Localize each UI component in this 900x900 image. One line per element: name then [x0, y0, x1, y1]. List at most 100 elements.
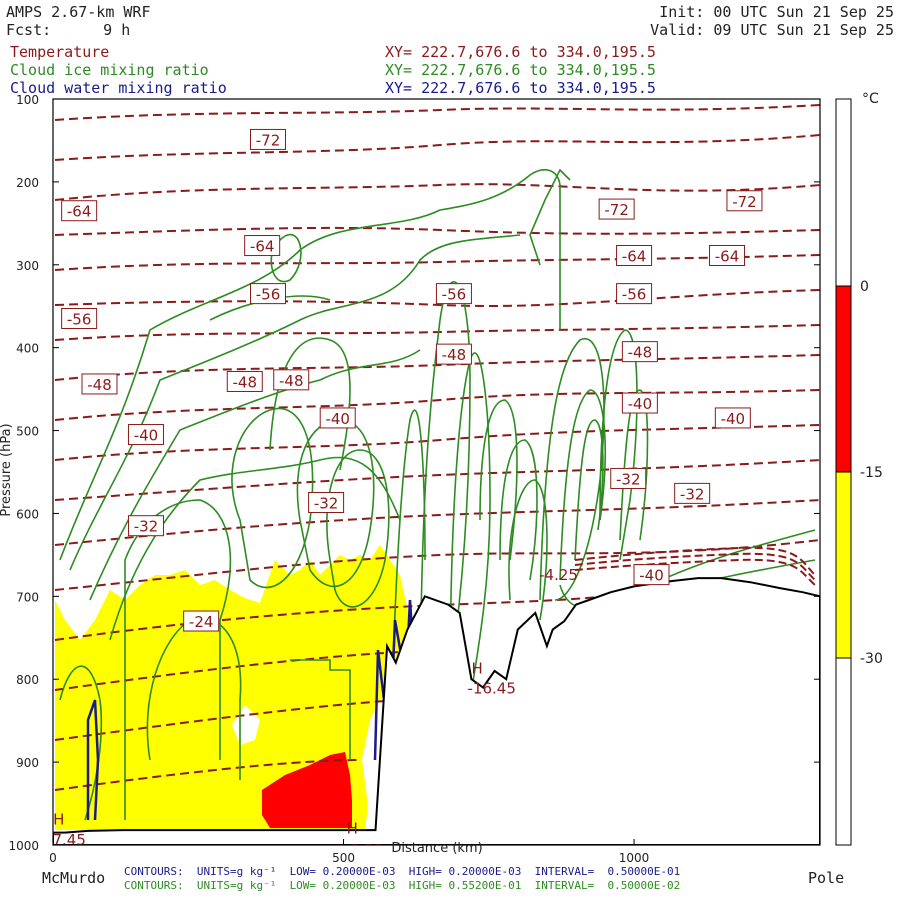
valid-time: Valid: 09 UTC Sun 21 Sep 25 — [650, 21, 894, 39]
temperature-label-box — [127, 424, 164, 446]
temperature-label: -40 — [319, 407, 356, 429]
colorbar-red — [835, 285, 852, 473]
temperature-label-box — [674, 482, 711, 504]
y-axis-label: Pressure (hPa) — [0, 423, 14, 516]
temperature-label-box — [709, 244, 746, 266]
extremum-label: H — [347, 819, 358, 837]
field-cloud-water: Cloud water mixing ratio — [10, 79, 227, 97]
temperature-label: -48 — [435, 343, 472, 365]
temperature-label-text: -56 — [622, 286, 647, 304]
temperature-label-box — [714, 407, 751, 429]
temperature-label-text: -40 — [639, 567, 664, 585]
temperature-label: -32 — [610, 467, 647, 489]
y-tick-label: 200 — [16, 176, 39, 190]
temperature-label: -48 — [226, 370, 263, 392]
temperature-label: -56 — [616, 283, 653, 305]
temperature-label-text: -64 — [67, 203, 92, 221]
y-tick-label: 100 — [16, 93, 39, 107]
temperature-label-text: -32 — [314, 494, 339, 512]
cloud-water-contour-info: CONTOURS: UNITS=g kg⁻¹ LOW= 0.20000E-03 … — [124, 865, 681, 878]
extremum-label: H — [472, 659, 483, 677]
colorbar-level-minus30: -30 — [860, 651, 883, 667]
extremum-label: H — [53, 810, 64, 828]
temperature-label-box — [61, 200, 98, 222]
temperature-label-text: -48 — [279, 372, 304, 390]
temperature-label-text: -64 — [715, 247, 740, 265]
temperature-label-text: -32 — [616, 470, 641, 488]
temperature-label: -56 — [61, 307, 98, 329]
cloud-ice-contour-info: CONTOURS: UNITS=g kg⁻¹ LOW= 0.20000E-03 … — [124, 879, 681, 892]
temperature-label-box — [81, 373, 118, 395]
colorbar: °C 0 -15 -30 — [835, 91, 883, 846]
field-temperature: Temperature — [10, 43, 110, 61]
temperature-label-text: -32 — [134, 518, 159, 536]
temperature-label-box — [226, 370, 263, 392]
temperature-label: -48 — [273, 369, 310, 391]
temperature-label: -64 — [244, 235, 281, 257]
temperature-label-box — [183, 610, 220, 632]
y-tick-label: 500 — [16, 425, 39, 439]
y-tick-label: 700 — [16, 590, 39, 604]
colorbar-level-minus15: -15 — [860, 465, 883, 481]
temperature-label-box — [435, 283, 472, 305]
temperature-label-box — [273, 369, 310, 391]
temperature-label-text: -40 — [134, 427, 159, 445]
temperature-label-box — [319, 407, 356, 429]
temperature-label: -40 — [714, 407, 751, 429]
temperature-label: -24 — [183, 610, 220, 632]
x-axis: 0 500 1000 — [49, 839, 649, 865]
temperature-label-box — [127, 515, 164, 537]
model-title: AMPS 2.67-km WRF — [6, 3, 151, 21]
field-cloud-ice: Cloud ice mixing ratio — [10, 61, 209, 79]
temperature-label-box — [249, 128, 286, 150]
temperature-label-box — [616, 244, 653, 266]
y-axis: 100 200 300 400 500 600 700 800 900 1000 — [8, 93, 820, 853]
temperature-label-box — [726, 190, 763, 212]
temperature-label-box — [244, 235, 281, 257]
temperature-label: -72 — [598, 198, 635, 220]
temperature-label: -56 — [249, 283, 286, 305]
colorbar-level-0: 0 — [860, 279, 869, 295]
red-temperature-fill — [262, 752, 352, 828]
right-endpoint-label: Pole — [808, 869, 845, 887]
temperature-label-text: -56 — [67, 310, 92, 328]
temperature-label: -48 — [81, 373, 118, 395]
temperature-contours — [54, 104, 820, 791]
forecast-hours: 9 h — [103, 21, 131, 39]
temperature-label-text: -56 — [256, 286, 281, 304]
temperature-label-box — [308, 491, 345, 513]
temperature-label-text: -48 — [442, 346, 467, 364]
y-tick-label: 400 — [16, 342, 39, 356]
xy-temperature: XY= 222.7,676.6 to 334.0,195.5 — [385, 43, 656, 61]
temperature-label: -40 — [127, 424, 164, 446]
extremum-label: -7.57 — [344, 841, 383, 859]
temperature-label-text: -48 — [628, 344, 653, 362]
temperature-label: -72 — [726, 190, 763, 212]
temperature-label-text: -40 — [628, 395, 653, 413]
y-tick-label: 900 — [16, 756, 39, 770]
temperature-label: -72 — [249, 128, 286, 150]
temperature-label-text: -24 — [189, 613, 214, 631]
y-tick-label: 800 — [16, 673, 39, 687]
temperature-label-box — [435, 343, 472, 365]
temperature-label: -40 — [633, 564, 670, 586]
temperature-label-box — [598, 198, 635, 220]
temperature-label-box — [621, 341, 658, 363]
temperature-label-text: -32 — [680, 485, 705, 503]
temperature-label-text: -64 — [622, 247, 647, 265]
x-tick-label: 0 — [49, 851, 57, 865]
temperature-label-box — [61, 307, 98, 329]
temperature-label-box — [633, 564, 670, 586]
y-tick-label: 600 — [16, 507, 39, 521]
x-tick-label: 500 — [332, 851, 355, 865]
temperature-label-text: -64 — [250, 238, 275, 256]
xy-cloud-water: XY= 222.7,676.6 to 334.0,195.5 — [385, 79, 656, 97]
y-tick-label: 1000 — [8, 839, 39, 853]
temperature-label: -40 — [621, 392, 658, 414]
near-surface-temperature-contours — [574, 546, 816, 586]
extremum-label: -16.45 — [468, 679, 516, 697]
extrema-labels: H -17.45 H -7.57 H -16.45 -4.25 — [53, 566, 578, 859]
colorbar-yellow — [835, 471, 852, 659]
temperature-label-text: -40 — [721, 410, 746, 428]
